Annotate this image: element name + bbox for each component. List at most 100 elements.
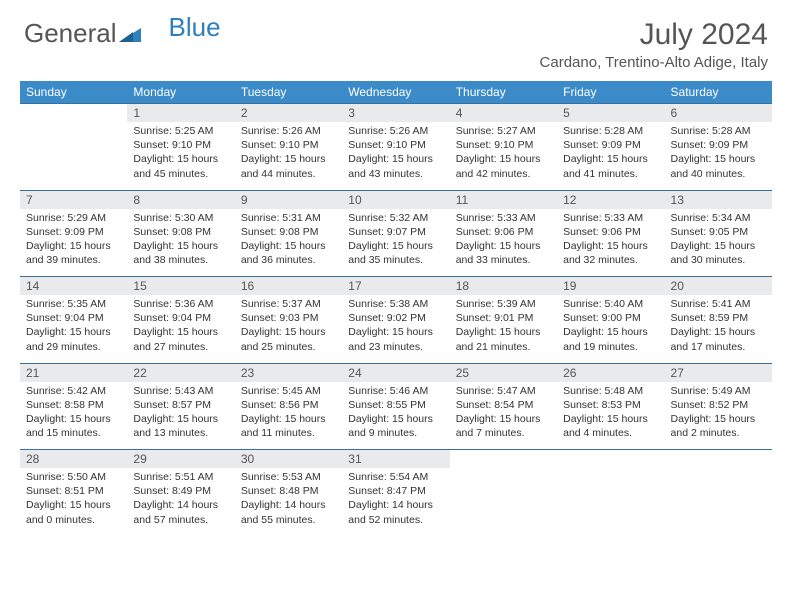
sunrise-text: Sunrise: 5:25 AM — [133, 124, 228, 138]
day-content-row: Sunrise: 5:35 AMSunset: 9:04 PMDaylight:… — [20, 295, 772, 363]
day-content-cell: Sunrise: 5:31 AMSunset: 9:08 PMDaylight:… — [235, 209, 342, 277]
daylight-text: Daylight: 15 hours — [348, 152, 443, 166]
day-content-cell: Sunrise: 5:35 AMSunset: 9:04 PMDaylight:… — [20, 295, 127, 363]
daylight-text: and 23 minutes. — [348, 340, 443, 354]
day-number-cell: 23 — [235, 363, 342, 382]
daylight-text: and 15 minutes. — [26, 426, 121, 440]
logo-triangle-icon — [119, 18, 141, 49]
sunset-text: Sunset: 9:10 PM — [348, 138, 443, 152]
day-content-cell — [450, 468, 557, 536]
day-number-cell: 26 — [557, 363, 664, 382]
sunset-text: Sunset: 9:10 PM — [241, 138, 336, 152]
sunset-text: Sunset: 9:00 PM — [563, 311, 658, 325]
sunset-text: Sunset: 9:03 PM — [241, 311, 336, 325]
day-number-row: 28293031 — [20, 450, 772, 469]
day-number-cell: 22 — [127, 363, 234, 382]
day-content-cell: Sunrise: 5:45 AMSunset: 8:56 PMDaylight:… — [235, 382, 342, 450]
weekday-header: Sunday — [20, 81, 127, 104]
header: General Blue July 2024 Cardano, Trentino… — [0, 0, 792, 75]
sunrise-text: Sunrise: 5:36 AM — [133, 297, 228, 311]
sunset-text: Sunset: 9:05 PM — [671, 225, 766, 239]
day-content-cell: Sunrise: 5:40 AMSunset: 9:00 PMDaylight:… — [557, 295, 664, 363]
sunset-text: Sunset: 8:57 PM — [133, 398, 228, 412]
day-number-row: 123456 — [20, 104, 772, 123]
day-content-cell: Sunrise: 5:29 AMSunset: 9:09 PMDaylight:… — [20, 209, 127, 277]
daylight-text: Daylight: 15 hours — [563, 239, 658, 253]
sunrise-text: Sunrise: 5:53 AM — [241, 470, 336, 484]
weekday-header-row: Sunday Monday Tuesday Wednesday Thursday… — [20, 81, 772, 104]
day-number-cell — [557, 450, 664, 469]
day-number-cell: 7 — [20, 190, 127, 209]
daylight-text: Daylight: 15 hours — [348, 239, 443, 253]
daylight-text: and 45 minutes. — [133, 167, 228, 181]
day-number-cell: 5 — [557, 104, 664, 123]
day-content-cell: Sunrise: 5:50 AMSunset: 8:51 PMDaylight:… — [20, 468, 127, 536]
day-number-cell: 15 — [127, 277, 234, 296]
sunrise-text: Sunrise: 5:38 AM — [348, 297, 443, 311]
sunset-text: Sunset: 9:06 PM — [563, 225, 658, 239]
day-number-row: 14151617181920 — [20, 277, 772, 296]
daylight-text: and 2 minutes. — [671, 426, 766, 440]
day-content-row: Sunrise: 5:25 AMSunset: 9:10 PMDaylight:… — [20, 122, 772, 190]
weekday-header: Thursday — [450, 81, 557, 104]
daylight-text: and 39 minutes. — [26, 253, 121, 267]
sunrise-text: Sunrise: 5:42 AM — [26, 384, 121, 398]
sunrise-text: Sunrise: 5:29 AM — [26, 211, 121, 225]
day-number-cell: 19 — [557, 277, 664, 296]
sunset-text: Sunset: 8:48 PM — [241, 484, 336, 498]
day-number-row: 78910111213 — [20, 190, 772, 209]
day-number-cell: 18 — [450, 277, 557, 296]
daylight-text: Daylight: 15 hours — [456, 325, 551, 339]
daylight-text: Daylight: 15 hours — [456, 152, 551, 166]
sunrise-text: Sunrise: 5:49 AM — [671, 384, 766, 398]
day-content-cell: Sunrise: 5:28 AMSunset: 9:09 PMDaylight:… — [557, 122, 664, 190]
day-number-cell: 12 — [557, 190, 664, 209]
day-content-cell: Sunrise: 5:48 AMSunset: 8:53 PMDaylight:… — [557, 382, 664, 450]
day-number-cell: 4 — [450, 104, 557, 123]
sunset-text: Sunset: 8:49 PM — [133, 484, 228, 498]
day-content-row: Sunrise: 5:50 AMSunset: 8:51 PMDaylight:… — [20, 468, 772, 536]
day-number-cell: 10 — [342, 190, 449, 209]
day-number-cell — [665, 450, 772, 469]
daylight-text: Daylight: 15 hours — [26, 325, 121, 339]
daylight-text: and 29 minutes. — [26, 340, 121, 354]
day-number-cell: 6 — [665, 104, 772, 123]
daylight-text: Daylight: 15 hours — [563, 152, 658, 166]
sunset-text: Sunset: 9:04 PM — [133, 311, 228, 325]
sunrise-text: Sunrise: 5:30 AM — [133, 211, 228, 225]
day-content-cell: Sunrise: 5:53 AMSunset: 8:48 PMDaylight:… — [235, 468, 342, 536]
weekday-header: Saturday — [665, 81, 772, 104]
daylight-text: Daylight: 15 hours — [671, 412, 766, 426]
day-content-cell: Sunrise: 5:39 AMSunset: 9:01 PMDaylight:… — [450, 295, 557, 363]
day-content-cell: Sunrise: 5:49 AMSunset: 8:52 PMDaylight:… — [665, 382, 772, 450]
sunset-text: Sunset: 9:01 PM — [456, 311, 551, 325]
daylight-text: Daylight: 15 hours — [671, 325, 766, 339]
sunset-text: Sunset: 9:07 PM — [348, 225, 443, 239]
day-content-cell — [20, 122, 127, 190]
logo-text-general: General — [24, 18, 117, 49]
sunset-text: Sunset: 9:09 PM — [671, 138, 766, 152]
day-content-cell: Sunrise: 5:26 AMSunset: 9:10 PMDaylight:… — [235, 122, 342, 190]
daylight-text: Daylight: 15 hours — [26, 239, 121, 253]
daylight-text: and 41 minutes. — [563, 167, 658, 181]
day-number-cell: 31 — [342, 450, 449, 469]
day-content-row: Sunrise: 5:29 AMSunset: 9:09 PMDaylight:… — [20, 209, 772, 277]
day-number-cell: 11 — [450, 190, 557, 209]
sunrise-text: Sunrise: 5:51 AM — [133, 470, 228, 484]
sunrise-text: Sunrise: 5:45 AM — [241, 384, 336, 398]
daylight-text: and 43 minutes. — [348, 167, 443, 181]
day-content-cell: Sunrise: 5:41 AMSunset: 8:59 PMDaylight:… — [665, 295, 772, 363]
sunset-text: Sunset: 9:02 PM — [348, 311, 443, 325]
day-number-cell: 25 — [450, 363, 557, 382]
day-content-cell: Sunrise: 5:26 AMSunset: 9:10 PMDaylight:… — [342, 122, 449, 190]
day-number-cell: 13 — [665, 190, 772, 209]
day-number-cell: 8 — [127, 190, 234, 209]
day-number-cell: 16 — [235, 277, 342, 296]
daylight-text: Daylight: 15 hours — [26, 498, 121, 512]
daylight-text: Daylight: 15 hours — [241, 239, 336, 253]
day-content-cell: Sunrise: 5:28 AMSunset: 9:09 PMDaylight:… — [665, 122, 772, 190]
daylight-text: and 40 minutes. — [671, 167, 766, 181]
day-number-cell: 27 — [665, 363, 772, 382]
sunrise-text: Sunrise: 5:28 AM — [563, 124, 658, 138]
day-number-cell: 29 — [127, 450, 234, 469]
